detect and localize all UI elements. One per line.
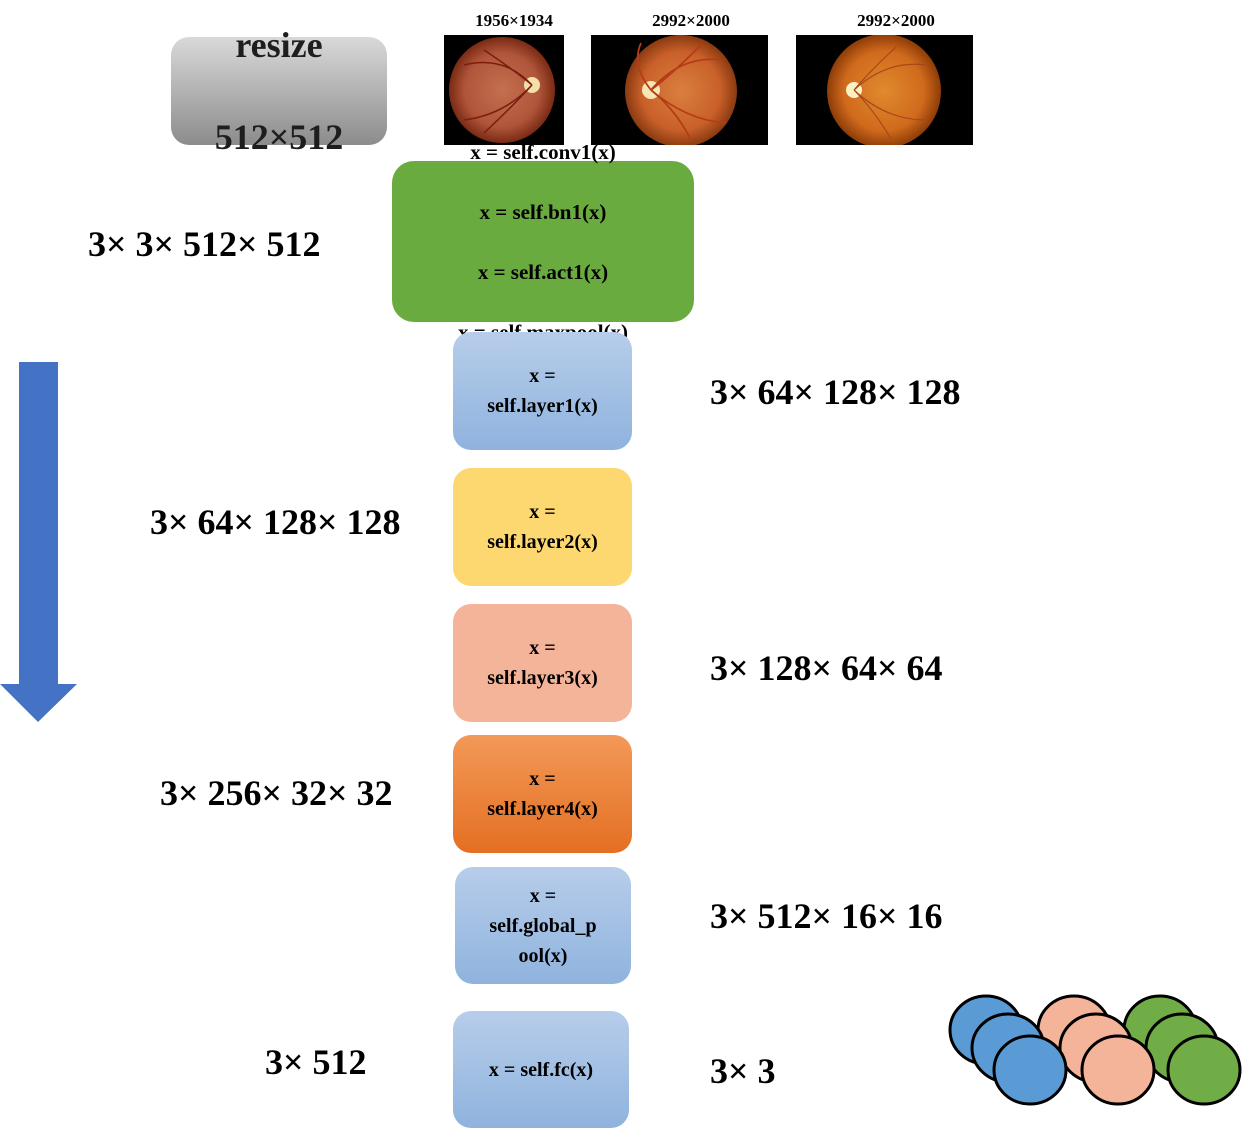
- image3-size-label: 2992×2000: [857, 11, 935, 30]
- global-pool-text: x = self.global_p ool(x): [489, 884, 597, 967]
- fundus-image-3: [796, 35, 973, 145]
- layer3-text: x = self.layer3(x): [487, 637, 598, 689]
- layer1-text: x = self.layer1(x): [487, 365, 598, 417]
- layer2-block: x = self.layer2(x): [453, 468, 632, 586]
- layer1-output-dimension-label: 3× 64× 128× 128: [710, 372, 961, 412]
- global-pool-block: x = self.global_p ool(x): [455, 867, 631, 984]
- fc-input-dimension-label: 3× 512: [265, 1042, 367, 1082]
- output-class-ovals: [948, 994, 1242, 1106]
- fc-output-dimension-label: 3× 3: [710, 1051, 776, 1091]
- act1-line: x = self.act1(x): [477, 259, 609, 284]
- layer4-block: x = self.layer4(x): [453, 735, 632, 853]
- fc-text: x = self.fc(x): [488, 1058, 594, 1081]
- image1-size-label: 1956×1934: [475, 11, 553, 30]
- class3-oval-front: [1166, 1034, 1242, 1106]
- resize-box: resize 512×512: [171, 25, 387, 157]
- resize-label: resize: [235, 25, 323, 65]
- layer2-dimension-label: 3× 64× 128× 128: [150, 502, 401, 542]
- layer1-block: x = self.layer1(x): [453, 332, 632, 450]
- layer2-text: x = self.layer2(x): [487, 501, 598, 553]
- fundus-image-1: [444, 35, 564, 145]
- fc-block: x = self.fc(x): [453, 1011, 629, 1128]
- flow-down-arrow: [0, 362, 77, 722]
- conv1-line: x = self.conv1(x): [470, 139, 616, 164]
- bn1-line: x = self.bn1(x): [479, 199, 607, 224]
- image2-size-label: 2992×2000: [652, 11, 730, 30]
- layer4-text: x = self.layer4(x): [487, 768, 598, 820]
- layer3-block: x = self.layer3(x): [453, 604, 632, 722]
- stem-conv-block: x = self.conv1(x) x = self.bn1(x) x = se…: [392, 140, 694, 344]
- pool-output-dimension-label: 3× 512× 16× 16: [710, 896, 943, 936]
- fundus-image-2: [591, 35, 768, 145]
- class2-oval-front: [1080, 1034, 1156, 1106]
- layer4-dimension-label: 3× 256× 32× 32: [160, 773, 393, 813]
- input-dimension-label: 3× 3× 512× 512: [88, 224, 321, 264]
- class1-oval-front: [992, 1034, 1068, 1106]
- layer3-output-dimension-label: 3× 128× 64× 64: [710, 648, 943, 688]
- resize-size-label: 512×512: [214, 117, 344, 157]
